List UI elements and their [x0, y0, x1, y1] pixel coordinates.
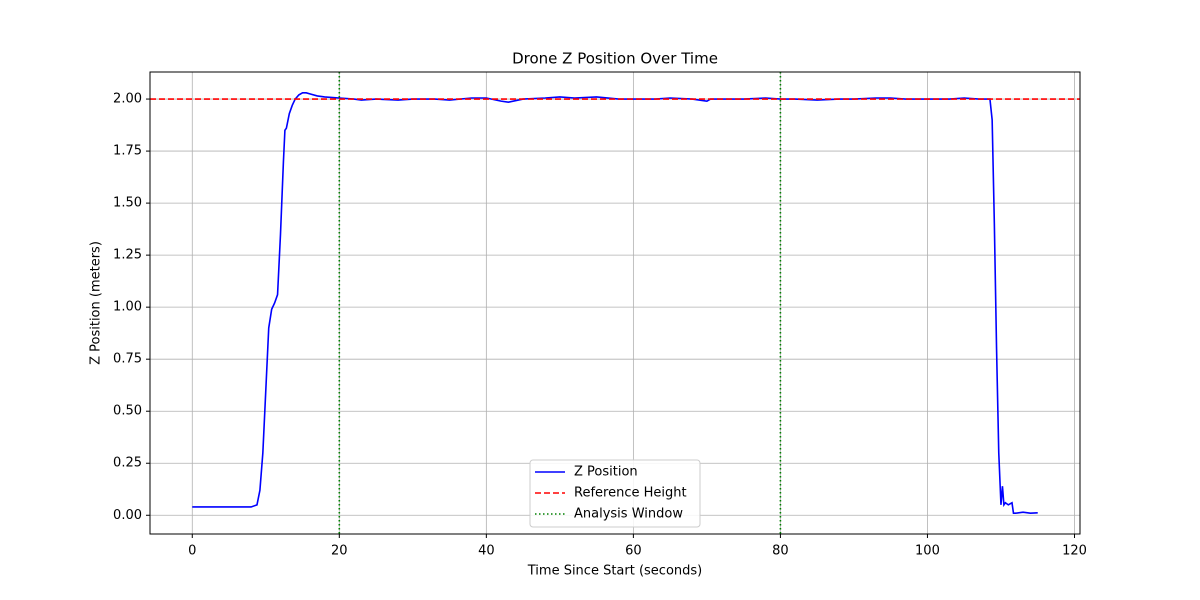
y-tick-label: 0.00 — [113, 508, 142, 523]
x-tick-label: 80 — [772, 544, 789, 559]
legend-label: Analysis Window — [574, 507, 683, 522]
y-tick-label: 1.50 — [113, 196, 142, 211]
data-line — [192, 92, 1038, 514]
legend-box — [529, 459, 701, 528]
chart-title: Drone Z Position Over Time — [512, 50, 718, 68]
x-tick-label: 120 — [1062, 544, 1087, 559]
x-tick-label: 0 — [188, 544, 196, 559]
legend-label: Reference Height — [574, 486, 687, 501]
x-tick-label: 60 — [625, 544, 642, 559]
y-tick-label: 1.00 — [113, 300, 142, 315]
plot-frame — [149, 71, 1081, 535]
x-tick-label: 40 — [478, 544, 495, 559]
y-tick-label: 1.25 — [113, 248, 142, 263]
x-axis-label: Time Since Start (seconds) — [527, 564, 703, 579]
y-axis-label: Z Position (meters) — [89, 241, 104, 365]
x-tick-label: 20 — [331, 544, 348, 559]
y-tick-label: 0.75 — [113, 352, 142, 367]
legend-label: Z Position — [574, 465, 638, 480]
y-tick-label: 2.00 — [113, 92, 142, 107]
y-tick-label: 0.50 — [113, 404, 142, 419]
y-tick-label: 1.75 — [113, 144, 142, 159]
y-tick-label: 0.25 — [113, 456, 142, 471]
x-tick-label: 100 — [915, 544, 940, 559]
